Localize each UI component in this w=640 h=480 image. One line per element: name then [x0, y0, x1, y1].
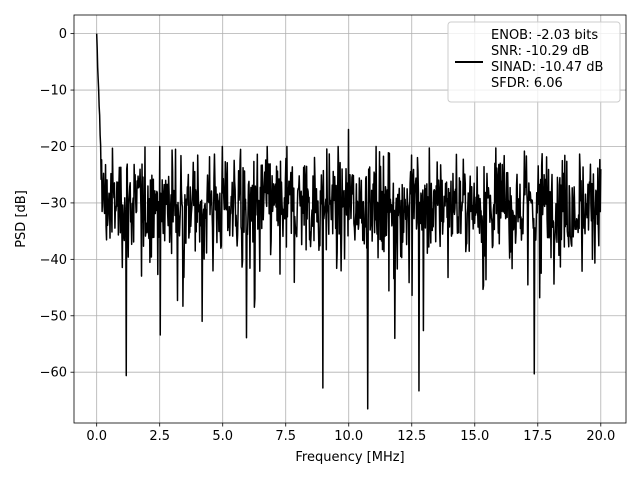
x-tick-label: 17.5: [523, 429, 552, 444]
axes-frame: [73, 14, 627, 424]
legend-sfdr: SFDR: 6.06: [491, 76, 563, 91]
legend-enob: ENOB: -2.03 bits: [491, 28, 598, 43]
y-tick-label: −60: [40, 366, 67, 381]
x-tick-label: 15.0: [460, 429, 489, 444]
y-tick-label: −40: [40, 253, 67, 268]
y-tick-label: −50: [40, 309, 67, 324]
x-tick-label: 12.5: [397, 429, 426, 444]
legend: ENOB: -2.03 bits SNR: -10.29 dB SINAD: -…: [447, 21, 621, 103]
y-tick-label: 0: [59, 27, 67, 42]
legend-snr: SNR: -10.29 dB: [491, 44, 589, 59]
x-tick-label: 0.0: [86, 429, 107, 444]
x-tick-label: 20.0: [586, 429, 615, 444]
x-tick-label: 5.0: [212, 429, 233, 444]
legend-box: [447, 21, 621, 103]
psd-series-line: [95, 33, 602, 410]
y-axis-label: PSD [dB]: [14, 190, 29, 248]
y-tick-label: −20: [40, 140, 67, 155]
x-axis-ticks: 0.0 2.5 5.0 7.5 10.0 12.5 15.0 17.5 20.0: [86, 423, 615, 444]
x-axis-label: Frequency [MHz]: [295, 450, 404, 465]
x-tick-label: 10.0: [334, 429, 363, 444]
x-tick-label: 2.5: [149, 429, 170, 444]
y-axis-ticks: 0 −10 −20 −30 −40 −50 −60: [40, 27, 74, 381]
legend-sinad: SINAD: -10.47 dB: [491, 60, 603, 75]
y-tick-label: −10: [40, 84, 67, 99]
x-tick-label: 7.5: [275, 429, 296, 444]
series-layer: [95, 33, 602, 410]
y-tick-label: −30: [40, 196, 67, 211]
